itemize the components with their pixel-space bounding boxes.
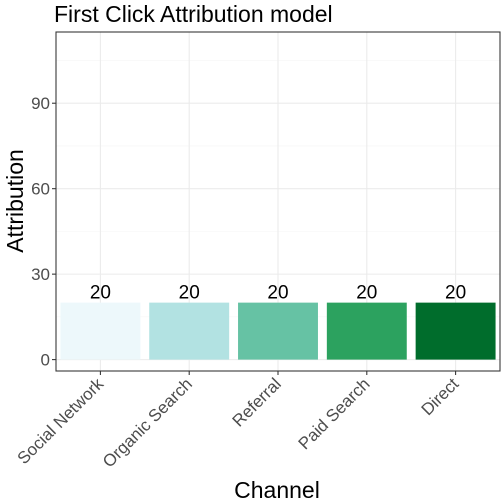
x-axis-title: Channel [234,477,320,503]
y-tick-label: 0 [41,351,50,370]
data-labels: 20 20 20 20 20 [90,283,466,304]
data-label: 20 [267,283,288,304]
bar [326,302,407,360]
x-tick-label: Referral [229,374,285,430]
data-label: 20 [90,283,111,304]
bar [415,302,496,360]
chart-title: First Click Attribution model [54,1,333,27]
bar [238,302,318,360]
data-label: 20 [445,283,466,304]
x-tick-label: Organic Search [99,374,196,471]
bars [60,302,496,360]
y-tick-label: 30 [31,265,50,284]
data-label: 20 [356,283,377,304]
x-tick-label: Direct [418,374,463,419]
bar [149,302,230,360]
bar [60,302,141,360]
y-axis-title: Attribution [2,149,28,253]
x-tick-label: Paid Search [295,374,374,453]
y-tick-label: 60 [31,180,50,199]
data-label: 20 [179,283,200,304]
x-tick-label: Social Network [14,374,108,468]
y-tick-label: 90 [31,94,50,113]
y-axis: 0 30 60 90 [31,94,56,370]
